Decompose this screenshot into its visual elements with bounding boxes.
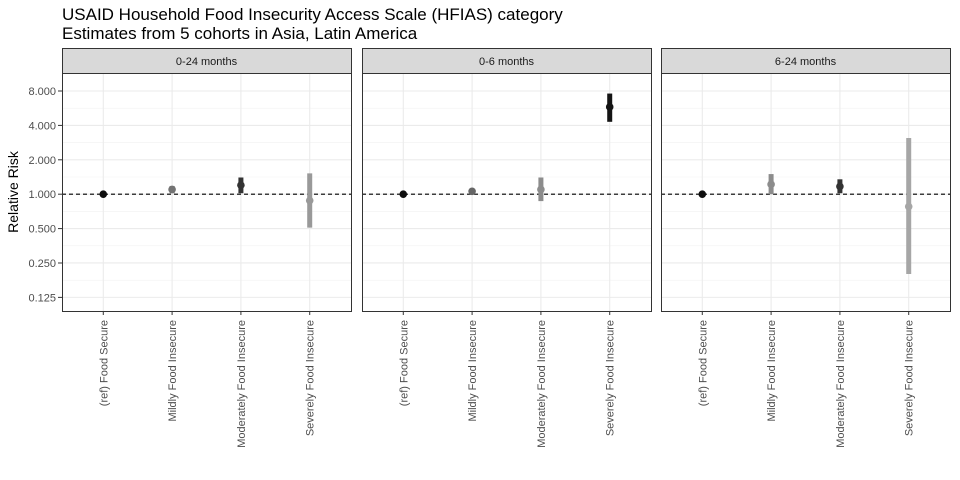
plot-background <box>661 73 951 312</box>
y-tick-label: 0.500 <box>28 224 56 236</box>
panel-border <box>661 73 951 312</box>
point-mildly-food-insecure <box>767 180 775 189</box>
plot-background <box>362 73 652 312</box>
facet-panel-0-6-months: 0-6 months (ref) Food Secure Mildly Food I… <box>362 48 652 448</box>
x-tick-label: Severely Food Insecure <box>305 320 317 436</box>
plot-background <box>62 73 352 312</box>
y-axis-title: Relative Risk <box>5 150 21 233</box>
facet-panels: 0-24 months (ref) Food Secure Mildly Food … <box>62 48 951 448</box>
x-tick-label: Severely Food Insecure <box>904 320 916 436</box>
x-tick-label: (ref) Food Secure <box>398 320 410 406</box>
y-tick-label: 8.000 <box>28 86 56 98</box>
x-tick-label: Mildly Food Insecure <box>766 320 778 422</box>
chart-title-line-1: USAID Household Food Insecurity Access S… <box>62 5 563 24</box>
x-tick-label: Moderately Food Insecure <box>236 320 248 448</box>
facet-strip-label: 0-24 months <box>176 56 238 68</box>
facet-panel-6-24-months: 6-24 months (ref) Food Secure Mildly Food … <box>661 48 951 448</box>
x-tick-label: Mildly Food Insecure <box>467 320 479 422</box>
y-tick-label: 0.250 <box>28 258 56 270</box>
point-moderately-food-insecure <box>237 181 245 189</box>
point-ref-food-secure <box>99 190 108 198</box>
panel-border <box>362 73 652 312</box>
x-tick-label: Moderately Food Insecure <box>835 320 847 448</box>
facet-strip <box>661 48 951 74</box>
point-mildly-food-insecure <box>468 187 476 196</box>
facet-panel-0-24-months: 0-24 months (ref) Food Secure Mildly Food … <box>62 48 352 448</box>
y-tick-label: 2.000 <box>28 155 56 167</box>
x-tick-label: Severely Food Insecure <box>605 320 617 436</box>
point-moderately-food-insecure <box>537 185 545 194</box>
chart-title-line-2: Estimates from 5 cohorts in Asia, Latin … <box>62 24 418 43</box>
x-tick-label: Mildly Food Insecure <box>167 320 179 422</box>
point-mildly-food-insecure <box>168 185 176 194</box>
point-ref-food-secure <box>698 190 707 198</box>
point-severely-food-insecure <box>305 196 314 205</box>
x-tick-label: Moderately Food Insecure <box>536 320 548 448</box>
facet-strip-label: 0-6 months <box>479 56 535 68</box>
y-tick-label: 4.000 <box>28 120 56 132</box>
x-tick-label: (ref) Food Secure <box>697 320 709 406</box>
point-moderately-food-insecure <box>836 182 844 191</box>
x-tick-label: (ref) Food Secure <box>98 320 110 406</box>
y-tick-label: 0.125 <box>28 292 56 304</box>
point-severely-food-insecure <box>904 202 913 211</box>
panel-border <box>62 73 352 312</box>
facet-strip <box>362 48 652 74</box>
y-tick-label: 1.000 <box>28 189 56 201</box>
facet-strip-label: 6-24 months <box>775 56 837 68</box>
point-severely-food-insecure <box>605 103 614 111</box>
y-axis-ticks: 0.125 0.250 0.500 1.000 2.000 4.000 8.000 <box>28 86 62 304</box>
point-ref-food-secure <box>399 190 408 198</box>
